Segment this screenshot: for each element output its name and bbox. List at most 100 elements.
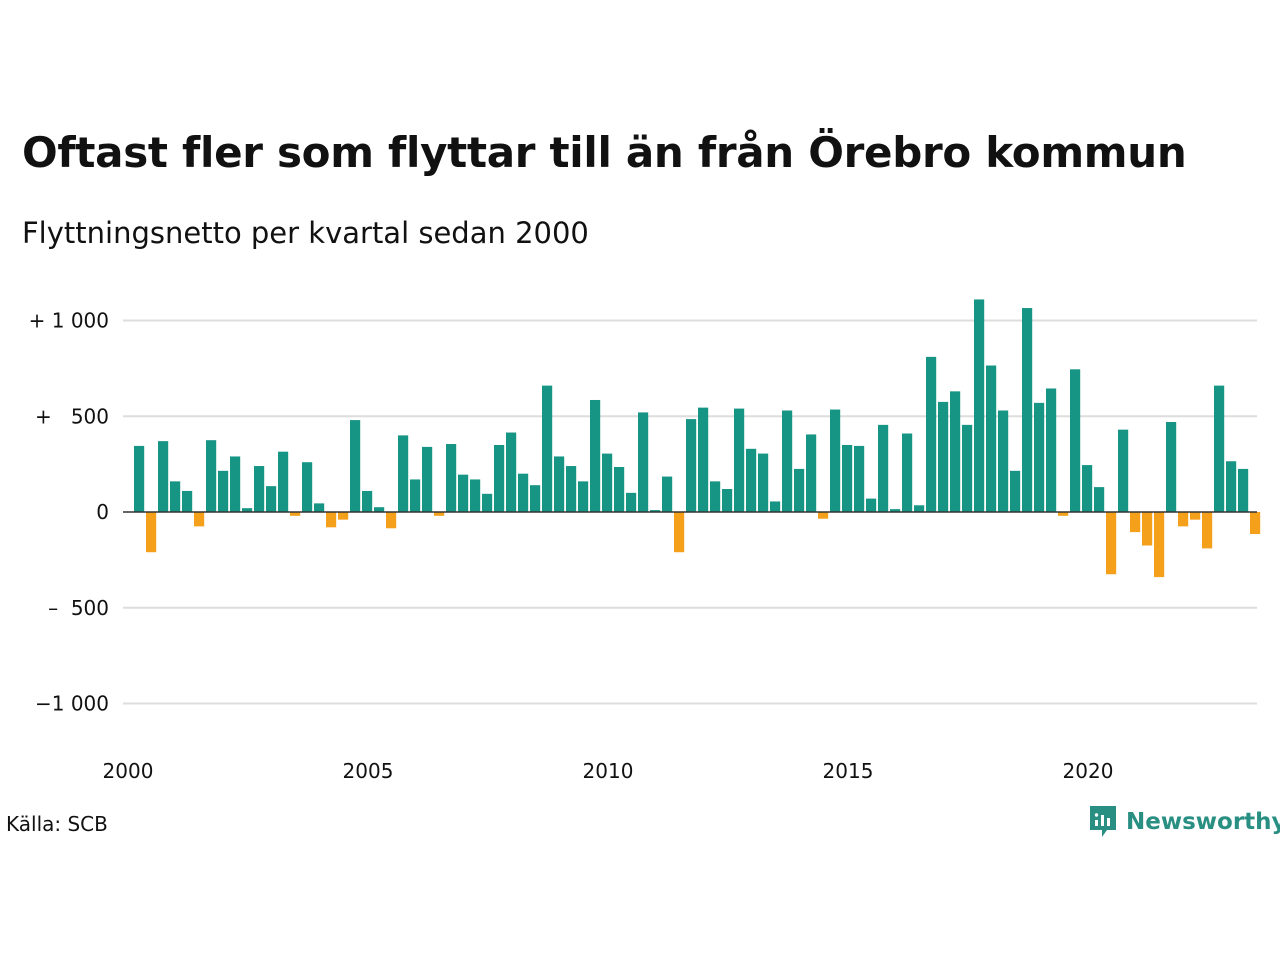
y-tick-label: – 500 (48, 596, 109, 620)
bar (1178, 512, 1189, 527)
bar (266, 486, 277, 512)
bar (1154, 512, 1165, 578)
bar (686, 419, 697, 512)
bar (938, 401, 949, 512)
bar (878, 424, 889, 512)
newsworthy-logo[interactable]: Newsworthy (1088, 804, 1280, 840)
bar (1118, 429, 1129, 512)
x-tick-label: 2020 (1063, 759, 1114, 783)
bar (674, 512, 685, 553)
bar (746, 448, 757, 513)
bar (578, 481, 589, 512)
bar (998, 410, 1009, 512)
bar (770, 501, 781, 512)
bar (1214, 385, 1225, 512)
bar (1226, 461, 1237, 512)
bar (1070, 369, 1081, 512)
bar (842, 444, 853, 513)
bar (698, 407, 709, 512)
bar (218, 470, 229, 512)
bar (230, 456, 241, 512)
x-tick-label: 2015 (823, 759, 874, 783)
bar (386, 512, 397, 529)
bar (470, 479, 481, 512)
y-axis-labels: + 1 000 + 500 0 – 500 −1 000 (29, 309, 109, 716)
bar (1034, 402, 1045, 513)
y-tick-label: + 1 000 (29, 309, 109, 333)
bar (410, 479, 421, 512)
bar (158, 441, 169, 512)
bar (722, 489, 733, 512)
bar (1082, 465, 1093, 512)
bar (206, 440, 217, 512)
bar (782, 410, 793, 512)
bar (650, 510, 661, 512)
bar (314, 503, 325, 512)
bar (182, 490, 193, 513)
chart-subtitle: Flyttningsnetto per kvartal sedan 2000 (22, 216, 589, 250)
bar (170, 481, 181, 512)
bar (1142, 512, 1153, 546)
grid-lines (123, 319, 1257, 705)
bar (830, 409, 841, 512)
bar (1058, 512, 1069, 516)
bar-chart: + 1 000 + 500 0 – 500 −1 000 2000 2005 2010 201… (29, 299, 1261, 783)
bar (494, 444, 505, 513)
y-tick-label: 0 (96, 500, 109, 524)
bar (1250, 512, 1261, 535)
bar (590, 399, 601, 512)
bar (434, 512, 445, 516)
bar (146, 512, 157, 553)
bar (194, 512, 205, 527)
bar (734, 408, 745, 512)
bar (278, 451, 289, 512)
bar (302, 462, 313, 512)
y-tick-label: + 500 (35, 404, 109, 428)
bar (986, 365, 997, 512)
bar (1130, 512, 1141, 533)
bar (254, 466, 265, 512)
bar (854, 445, 865, 512)
bar (818, 512, 829, 519)
bar (1106, 512, 1117, 575)
bar (1094, 487, 1105, 512)
bar (1190, 512, 1201, 520)
newsworthy-logo-text: Newsworthy (1126, 809, 1280, 835)
bar (290, 512, 301, 516)
bar (602, 453, 613, 512)
x-tick-label: 2000 (103, 759, 154, 783)
bar (362, 490, 373, 513)
bars (134, 299, 1261, 578)
bar (398, 435, 409, 512)
bar (542, 385, 553, 512)
bar (518, 473, 529, 512)
y-tick-label: −1 000 (35, 692, 109, 716)
bar (458, 474, 469, 512)
bar (1202, 512, 1213, 549)
bar (950, 391, 961, 512)
bar (626, 492, 637, 512)
bar (422, 446, 433, 512)
newsworthy-logo-icon (1090, 806, 1116, 837)
bar (482, 493, 493, 512)
bar (446, 444, 457, 512)
x-axis-labels: 2000 2005 2010 2015 2020 (103, 759, 1114, 783)
bar (794, 468, 805, 512)
bar (662, 476, 673, 512)
bar (1010, 470, 1021, 512)
bar (974, 299, 985, 512)
bar (1166, 422, 1177, 512)
bar (866, 498, 877, 513)
bar (326, 512, 337, 528)
chart-title: Oftast fler som flyttar till än från Öre… (22, 128, 1187, 177)
bar (506, 432, 517, 512)
bar (374, 507, 385, 512)
x-tick-label: 2010 (583, 759, 634, 783)
bar (242, 508, 253, 512)
bar (962, 424, 973, 512)
bar (806, 434, 817, 512)
bar (914, 505, 925, 512)
bar (1022, 308, 1033, 512)
bar (758, 453, 769, 512)
bar (530, 485, 541, 512)
